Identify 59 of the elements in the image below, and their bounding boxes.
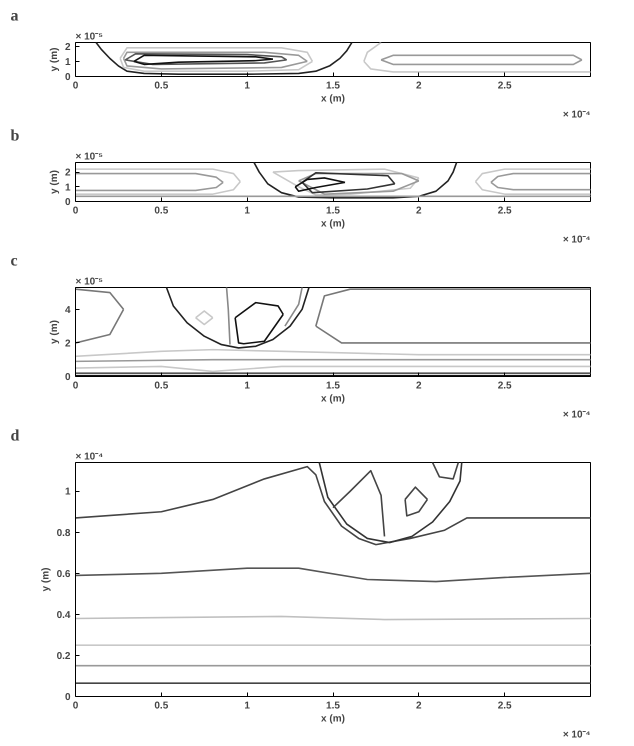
x-tick-label: 2.5 xyxy=(498,206,512,216)
y-tick-label: 1 xyxy=(64,182,71,194)
x-tick-label: 1 xyxy=(244,380,250,392)
y-tick-label: 2 xyxy=(64,42,71,53)
y-tick-label: 0 xyxy=(64,692,71,703)
x-axis-title: x (m) xyxy=(321,218,345,230)
x-tick-label: 1 xyxy=(244,80,250,92)
chart-title: c xyxy=(10,252,18,270)
x-tick-label: 1 xyxy=(244,700,250,712)
text: × 10⁻⁴ xyxy=(562,410,591,420)
y-tick-label: 1 xyxy=(64,56,71,68)
x-tick-label: 1.5 xyxy=(326,380,340,392)
x-tick-label: 0.5 xyxy=(154,700,169,712)
x-tick-label: 0 xyxy=(72,700,79,712)
y-tick-label: 0 xyxy=(64,372,71,383)
text: × 10⁻⁴ xyxy=(562,110,591,120)
x-tick-label: 2.5 xyxy=(498,700,512,712)
y-tick-label: 0.4 xyxy=(56,610,71,621)
x-tick-label: 1.5 xyxy=(326,80,340,92)
y-tick-label: 0.6 xyxy=(56,568,71,580)
y-tick-label: 0.8 xyxy=(56,528,71,539)
text: × 10⁻⁴ xyxy=(76,452,104,462)
y-tick-label: 0 xyxy=(64,197,71,208)
chart-title: d xyxy=(10,428,20,444)
x-tick-label: 0 xyxy=(72,206,79,216)
x-tick-label: 2.5 xyxy=(498,380,512,392)
x-tick-label: 2 xyxy=(416,206,422,216)
y-tick-label: 2 xyxy=(64,168,71,179)
y-axis-title: y (m) xyxy=(48,320,60,344)
x-tick-label: 1 xyxy=(244,206,250,216)
x-tick-label: 0.5 xyxy=(154,380,169,392)
x-tick-label: 0.5 xyxy=(154,206,169,216)
text: × 10⁻⁴ xyxy=(562,730,591,740)
x-axis-title: x (m) xyxy=(321,714,345,724)
x-axis-title: x (m) xyxy=(321,94,345,104)
chart-title: b xyxy=(10,128,20,144)
text: × 10⁻⁵ xyxy=(76,276,104,288)
x-tick-label: 2 xyxy=(416,80,422,92)
text: × 10⁻⁴ xyxy=(562,234,591,246)
y-tick-label: 1 xyxy=(64,486,71,498)
x-tick-label: 0.5 xyxy=(154,80,169,92)
text: × 10⁻⁵ xyxy=(76,32,104,42)
x-tick-label: 2 xyxy=(416,700,422,712)
x-tick-label: 1.5 xyxy=(326,206,340,216)
y-tick-label: 2 xyxy=(64,338,71,350)
y-tick-label: 0.2 xyxy=(56,650,71,662)
x-tick-label: 0 xyxy=(72,380,79,392)
y-axis-title: y (m) xyxy=(40,568,52,592)
chart-title: a xyxy=(10,8,18,24)
x-axis-title: x (m) xyxy=(321,394,345,404)
x-tick-label: 2 xyxy=(416,380,422,392)
text: × 10⁻⁵ xyxy=(76,152,104,162)
x-tick-label: 2.5 xyxy=(498,80,512,92)
x-tick-label: 0 xyxy=(72,80,79,92)
y-axis-title: y (m) xyxy=(48,48,60,72)
x-tick-label: 1.5 xyxy=(326,700,340,712)
y-tick-label: 4 xyxy=(64,304,71,316)
y-axis-title: y (m) xyxy=(48,170,60,194)
y-tick-label: 0 xyxy=(64,72,71,83)
